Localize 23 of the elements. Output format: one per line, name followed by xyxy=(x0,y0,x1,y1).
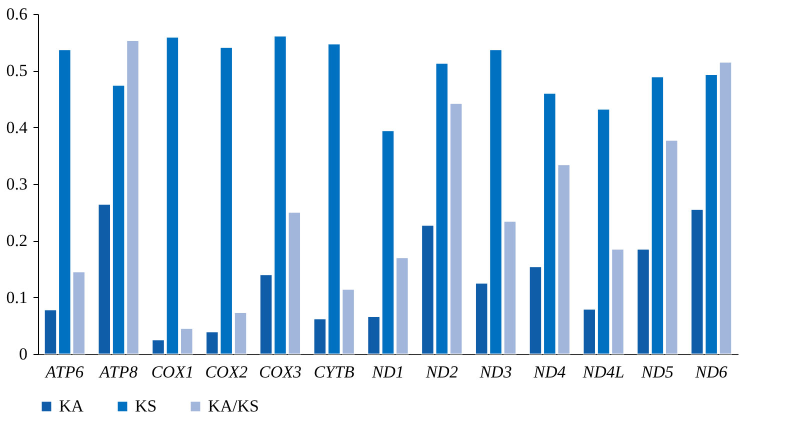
x-tick-label: ND5 xyxy=(640,362,674,382)
x-tick-label: ND4L xyxy=(582,362,624,382)
x-tick-label: ND1 xyxy=(370,362,404,382)
x-tick-label: COX1 xyxy=(151,362,194,382)
x-tick-label: ATP6 xyxy=(44,362,84,382)
x-tick-label: CYTB xyxy=(314,362,356,382)
x-tick-label: ND2 xyxy=(424,362,458,382)
legend-label: KS xyxy=(135,396,157,416)
x-tick-label: COX2 xyxy=(205,362,248,382)
y-tick-label: 0.5 xyxy=(6,61,28,80)
y-tick-label: 0 xyxy=(19,344,28,364)
y-tick-label: 0.2 xyxy=(6,231,28,250)
legend-label: KA xyxy=(59,396,84,416)
y-tick-label: 0.3 xyxy=(6,174,28,194)
x-tick-label: ND6 xyxy=(694,362,728,382)
legend-label: KA/KS xyxy=(208,396,260,416)
x-tick-label: COX3 xyxy=(258,362,302,382)
y-tick-label: 0.4 xyxy=(6,118,28,137)
x-tick-label: ND4 xyxy=(532,362,566,382)
y-tick-label: 0.6 xyxy=(6,4,28,24)
x-tick-label: ATP8 xyxy=(98,362,138,382)
x-tick-label: ND3 xyxy=(478,362,512,382)
y-tick-label: 0.1 xyxy=(6,288,28,307)
